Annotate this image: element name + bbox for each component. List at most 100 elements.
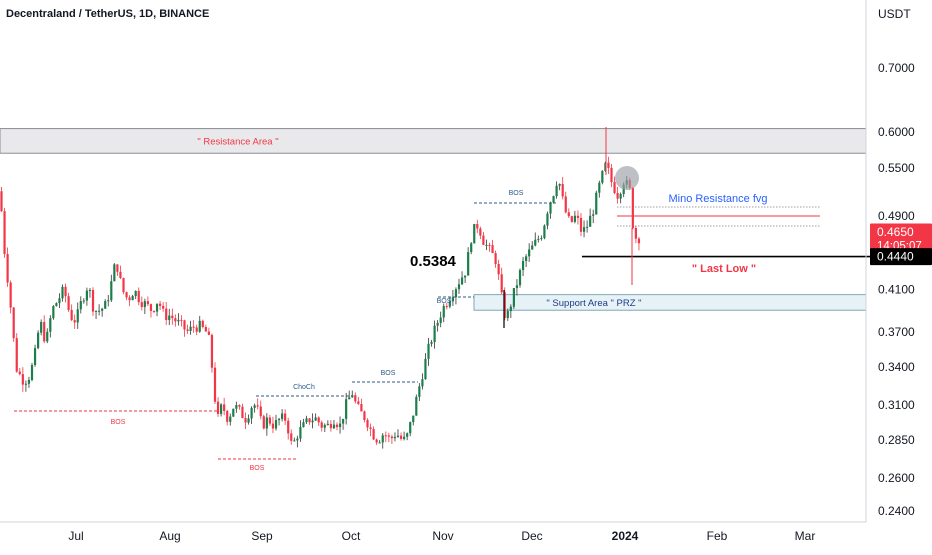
candle[interactable]	[192, 320, 195, 333]
candle[interactable]	[393, 432, 397, 442]
candle[interactable]	[409, 421, 412, 437]
candle[interactable]	[140, 296, 143, 311]
candle[interactable]	[579, 213, 583, 237]
candle[interactable]	[616, 187, 619, 204]
candle[interactable]	[494, 250, 497, 268]
candle[interactable]	[262, 414, 265, 430]
candle[interactable]	[216, 397, 220, 417]
candle[interactable]	[134, 290, 137, 300]
candle[interactable]	[67, 292, 70, 312]
candle[interactable]	[281, 408, 284, 422]
candle[interactable]	[119, 265, 122, 280]
candle[interactable]	[94, 310, 98, 320]
candle[interactable]	[9, 280, 12, 314]
candle[interactable]	[335, 422, 339, 431]
candle[interactable]	[24, 380, 27, 392]
candle[interactable]	[3, 207, 6, 258]
candle[interactable]	[439, 311, 442, 328]
candle[interactable]	[235, 401, 238, 413]
candle[interactable]	[482, 231, 485, 246]
candle[interactable]	[464, 275, 467, 284]
candle[interactable]	[168, 308, 171, 326]
candle[interactable]	[509, 304, 512, 319]
candle[interactable]	[406, 432, 409, 441]
candle[interactable]	[49, 315, 52, 338]
candle[interactable]	[476, 219, 479, 234]
candle[interactable]	[253, 403, 256, 413]
candle[interactable]	[265, 413, 268, 436]
candle[interactable]	[213, 362, 217, 404]
candle[interactable]	[372, 426, 375, 441]
candle[interactable]	[122, 277, 125, 295]
candle[interactable]	[537, 235, 540, 243]
candle[interactable]	[204, 324, 207, 332]
candle[interactable]	[220, 403, 223, 417]
candle[interactable]	[427, 337, 430, 366]
candle[interactable]	[46, 328, 49, 344]
candle[interactable]	[589, 208, 592, 227]
candle[interactable]	[518, 268, 522, 288]
candle[interactable]	[174, 314, 177, 327]
candle[interactable]	[412, 415, 415, 426]
candle[interactable]	[363, 410, 366, 423]
candle[interactable]	[503, 287, 506, 321]
candle[interactable]	[186, 324, 189, 334]
candle[interactable]	[399, 432, 403, 441]
candle[interactable]	[345, 392, 348, 425]
candle[interactable]	[619, 192, 622, 204]
candle[interactable]	[277, 417, 281, 426]
candle[interactable]	[171, 308, 174, 325]
candle[interactable]	[55, 302, 58, 307]
candle[interactable]	[354, 392, 357, 404]
candle[interactable]	[274, 414, 278, 431]
candle[interactable]	[582, 220, 586, 238]
candle[interactable]	[210, 333, 214, 373]
candle[interactable]	[268, 414, 271, 426]
candle[interactable]	[564, 191, 567, 214]
candle[interactable]	[40, 319, 43, 336]
candle[interactable]	[430, 339, 433, 347]
candle[interactable]	[576, 210, 580, 225]
candle[interactable]	[460, 271, 464, 285]
candle[interactable]	[497, 259, 500, 281]
candle[interactable]	[107, 295, 110, 307]
candle[interactable]	[18, 367, 21, 376]
candle[interactable]	[445, 302, 448, 310]
candle[interactable]	[454, 287, 458, 305]
candle[interactable]	[314, 413, 317, 421]
candle[interactable]	[521, 256, 525, 277]
candle[interactable]	[549, 201, 552, 219]
candle[interactable]	[351, 390, 354, 398]
candle[interactable]	[552, 195, 555, 204]
candle[interactable]	[329, 420, 332, 432]
candle[interactable]	[467, 247, 470, 276]
candle[interactable]	[357, 396, 360, 406]
candle[interactable]	[302, 418, 305, 428]
candle[interactable]	[604, 161, 607, 172]
candle[interactable]	[52, 305, 55, 320]
candle[interactable]	[570, 215, 573, 223]
candle[interactable]	[76, 302, 79, 329]
candle[interactable]	[293, 437, 296, 442]
candle[interactable]	[421, 373, 424, 390]
candle[interactable]	[104, 299, 107, 309]
candle[interactable]	[601, 170, 604, 185]
candle[interactable]	[558, 183, 561, 191]
candle[interactable]	[531, 241, 534, 250]
candle[interactable]	[201, 319, 204, 329]
candle[interactable]	[226, 409, 229, 426]
candle[interactable]	[342, 418, 345, 430]
candle[interactable]	[424, 353, 427, 380]
candle[interactable]	[470, 242, 473, 255]
candle[interactable]	[6, 247, 9, 287]
candle[interactable]	[82, 298, 85, 304]
candle[interactable]	[238, 404, 241, 410]
candle[interactable]	[128, 295, 131, 307]
candle[interactable]	[631, 186, 634, 230]
candle[interactable]	[152, 310, 156, 313]
candle[interactable]	[101, 307, 104, 317]
candle[interactable]	[433, 320, 436, 349]
candle[interactable]	[555, 181, 558, 199]
candle[interactable]	[244, 412, 247, 429]
candle[interactable]	[311, 413, 314, 429]
